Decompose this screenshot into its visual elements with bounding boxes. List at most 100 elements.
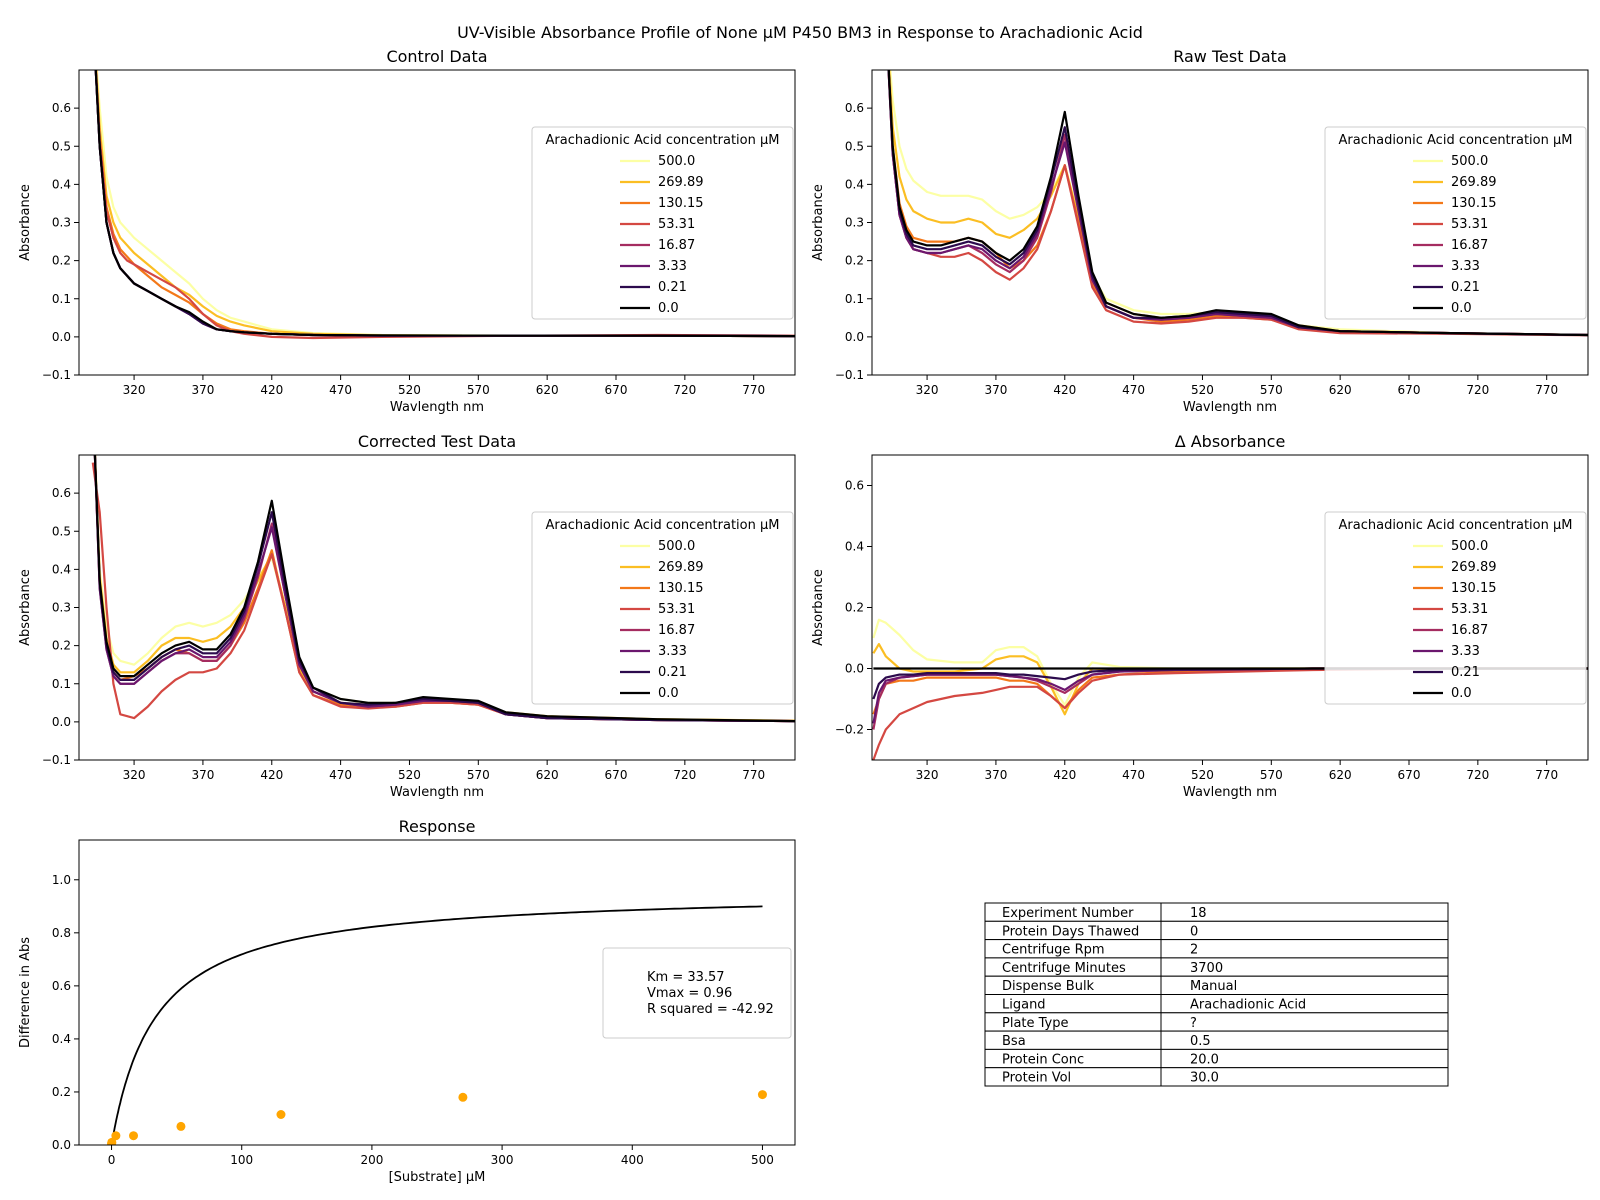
y-tick-label: 0.6 (845, 101, 864, 115)
y-tick-label: 0.2 (52, 639, 71, 653)
x-tick-label: 420 (260, 768, 283, 782)
chart-panel-4: Δ Absorbance 320 370 420 470 520 570 620 670 720 7… (811, 432, 1589, 800)
table-value: 2 (1190, 943, 1198, 958)
y-tick-label: 0.2 (52, 254, 71, 268)
legend-label: 3.33 (658, 644, 687, 659)
annotation-line: Vmax = 0.96 (647, 986, 732, 1001)
y-tick-label: 0.4 (845, 177, 864, 191)
x-tick-label: 470 (1122, 383, 1145, 397)
y-axis-label: Absorbance (18, 184, 33, 261)
x-tick-label: 420 (260, 383, 283, 397)
table-row: Bsa 0.5 (984, 1030, 1449, 1050)
axes-frame (871, 69, 1589, 376)
chart-title: Control Data (386, 47, 487, 66)
chart-title: Corrected Test Data (358, 432, 516, 451)
y-tick-label: 0.5 (845, 139, 864, 153)
y-tick-label: −0.2 (835, 723, 864, 737)
table-key: Protein Conc (1002, 1052, 1084, 1067)
legend-label: 130.15 (1451, 581, 1497, 596)
x-tick-label: 720 (1466, 768, 1489, 782)
series-line (887, 70, 1588, 337)
plot-area (107, 905, 767, 1145)
x-tick-label: 500 (751, 1153, 774, 1167)
legend-label: 500.0 (658, 539, 695, 554)
y-tick-label: 0.8 (52, 926, 71, 940)
table-row: Experiment Number 18 (984, 902, 1449, 922)
table-row: Protein Days Thawed 0 (984, 920, 1449, 941)
x-tick-label: 720 (673, 768, 696, 782)
data-point (176, 1121, 186, 1131)
legend-label: 0.0 (658, 301, 679, 316)
y-axis-label: Absorbance (811, 184, 826, 261)
table-value: ? (1190, 1016, 1197, 1031)
legend-label: 16.87 (658, 238, 695, 253)
x-tick-label: 720 (673, 383, 696, 397)
table-row: Centrifuge Rpm 2 (984, 939, 1449, 959)
legend-label: 16.87 (658, 623, 695, 638)
table-row: Ligand Arachadionic Acid (984, 994, 1449, 1014)
legend-title: Arachadionic Acid concentration µM (546, 133, 780, 148)
table-row: Plate Type? (984, 1012, 1449, 1032)
legend-label: 500.0 (1451, 154, 1488, 169)
table-cell-border (1160, 1067, 1449, 1087)
legend: Arachadionic Acid concentration µM 500.0 2… (531, 126, 794, 320)
legend-label: 0.0 (1451, 686, 1472, 701)
plot-area (887, 70, 1588, 337)
legend-label: 53.31 (658, 602, 695, 617)
x-tick-label: 370 (191, 768, 214, 782)
table-key: Centrifuge Minutes (1002, 961, 1126, 976)
axes-frame (78, 839, 796, 1146)
legend-label: 53.31 (1451, 602, 1488, 617)
legend-label: 0.21 (1451, 665, 1480, 680)
legend-label: 3.33 (1451, 259, 1480, 274)
series-line (872, 667, 1588, 760)
x-tick-label: 370 (984, 768, 1007, 782)
legend-title: Arachadionic Acid concentration µM (1339, 133, 1573, 148)
series-line (91, 462, 795, 723)
legend-frame (531, 126, 794, 320)
table-cell-border (1160, 1012, 1449, 1032)
x-tick-label: 370 (191, 383, 214, 397)
table-row: Protein Conc 20.0 (984, 1048, 1449, 1069)
legend-label: 16.87 (1451, 238, 1488, 253)
x-tick-label: 320 (916, 383, 939, 397)
x-tick-label: 620 (536, 768, 559, 782)
chart-panel-5: Response 0 100 200 300 400 500 0.0 0.2 0.4 0.6 0.8 1… (18, 817, 796, 1185)
y-tick-label: 0.4 (52, 1032, 71, 1046)
legend-label: 130.15 (658, 581, 704, 596)
x-axis-label: [Substrate] µM (389, 1170, 486, 1185)
x-tick-label: 320 (123, 768, 146, 782)
y-axis-label: Absorbance (18, 569, 33, 646)
table-cell-border (1160, 939, 1449, 959)
plot-area (91, 455, 795, 723)
x-tick-label: 770 (742, 768, 765, 782)
y-tick-label: 0.2 (845, 601, 864, 615)
y-tick-label: 0.4 (52, 562, 71, 576)
y-axis-label: Difference in Abs (18, 937, 33, 1048)
x-tick-label: 770 (1535, 383, 1558, 397)
chart-title: Raw Test Data (1173, 47, 1287, 66)
x-axis-label: Wavlength nm (390, 785, 484, 800)
y-tick-label: 0.2 (845, 254, 864, 268)
y-tick-label: 0.6 (845, 479, 864, 493)
y-tick-label: 0.0 (845, 662, 864, 676)
table-key: Dispense Bulk (1002, 979, 1095, 994)
x-tick-label: 720 (1466, 383, 1489, 397)
table-value: 20.0 (1190, 1052, 1219, 1067)
legend-frame (1324, 126, 1587, 320)
legend: Arachadionic Acid concentration µM 500.0 2… (531, 511, 794, 705)
table-value: 18 (1190, 906, 1207, 921)
data-point (129, 1131, 139, 1141)
x-tick-label: 520 (1191, 768, 1214, 782)
x-tick-label: 570 (467, 768, 490, 782)
series-line (887, 70, 1588, 337)
y-tick-label: 0.5 (52, 139, 71, 153)
table-key: Centrifuge Rpm (1002, 943, 1105, 958)
annotation-line: R squared = -42.92 (647, 1002, 774, 1017)
chart-panel-2: Raw Test Data 320 370 420 470 520 570 620 670 720… (811, 47, 1589, 415)
legend-label: 53.31 (1451, 217, 1488, 232)
legend-label: 0.21 (658, 665, 687, 680)
table-row: Protein Vol 30.0 (984, 1067, 1449, 1087)
